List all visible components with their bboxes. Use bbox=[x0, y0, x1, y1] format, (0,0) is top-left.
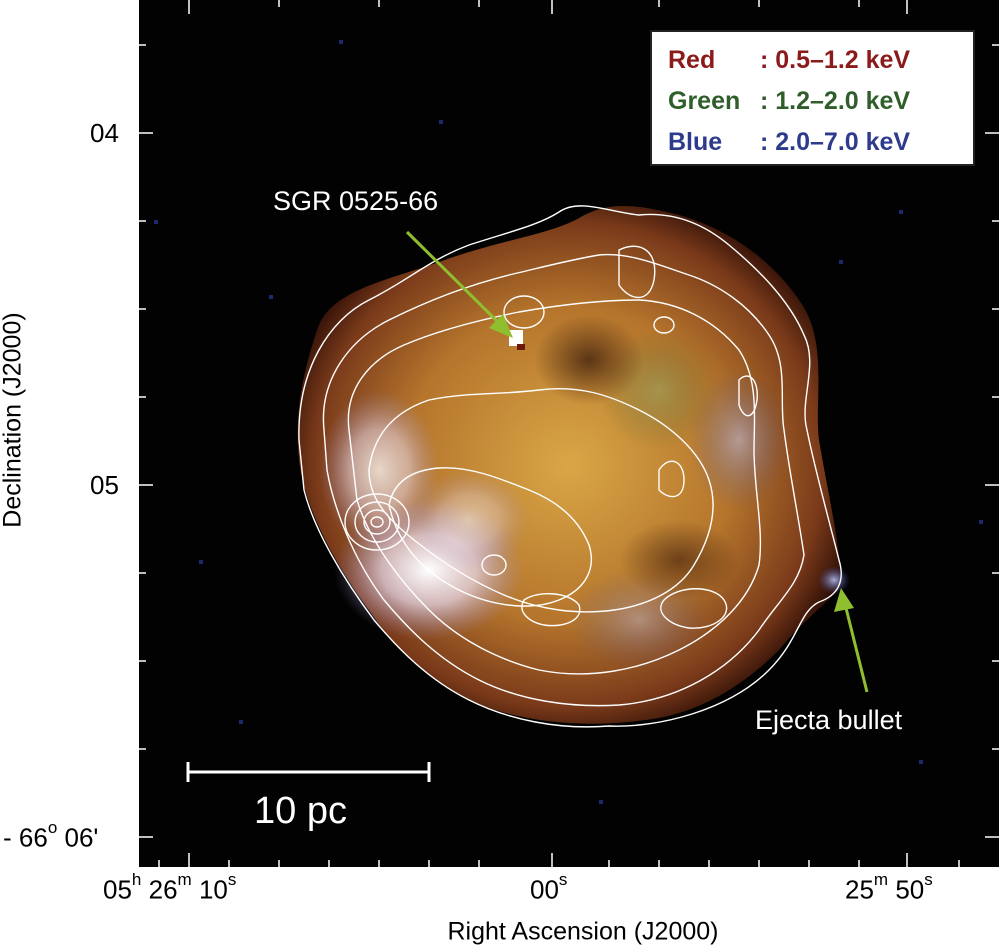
sgr-label: SGR 0525-66 bbox=[273, 186, 439, 216]
remnant-image bbox=[139, 0, 999, 867]
scale-bar bbox=[186, 762, 431, 782]
dark-region-se bbox=[619, 520, 739, 600]
legend-blue: Blue : 2.0–7.0 keV bbox=[668, 128, 910, 157]
sgr-point-source bbox=[509, 330, 523, 346]
xtick-00s: 00s bbox=[530, 870, 568, 905]
ytick-66-06-prefix: - 66 bbox=[3, 822, 48, 853]
ejecta-bullet-blob bbox=[818, 566, 850, 594]
ytick-66-06-value: 06' bbox=[64, 822, 99, 853]
bright-knot-center bbox=[409, 470, 529, 570]
sgr-arrow bbox=[405, 230, 513, 338]
contour-lines bbox=[298, 205, 842, 728]
bullet-arrow bbox=[834, 588, 869, 693]
degree-mark: o bbox=[47, 818, 58, 837]
xtick-05h26m10s: 05h 26m 10s bbox=[103, 870, 237, 905]
legend-blue-range: : 2.0–7.0 keV bbox=[760, 128, 911, 156]
ytick-66-06: - 66o 06' bbox=[3, 818, 99, 854]
legend-blue-name: Blue bbox=[668, 128, 723, 156]
legend-red-name: Red bbox=[668, 46, 716, 74]
legend-green: Green : 1.2–2.0 keV bbox=[668, 87, 910, 116]
legend-red: Red : 0.5–1.2 keV bbox=[668, 46, 910, 75]
frame-ticks bbox=[139, 0, 999, 867]
xtick-25m50s: 25m 50s bbox=[845, 870, 933, 905]
ytick-05: 05 bbox=[90, 470, 119, 500]
legend-green-range: : 1.2–2.0 keV bbox=[760, 87, 911, 115]
ytick-04: 04 bbox=[90, 118, 119, 148]
legend-red-range: : 0.5–1.2 keV bbox=[760, 46, 911, 74]
x-axis-title: Right Ascension (J2000) bbox=[447, 917, 719, 946]
scale-bar-label: 10 pc bbox=[254, 790, 347, 832]
dark-region bbox=[534, 315, 644, 405]
energy-legend: Red : 0.5–1.2 keV Green : 1.2–2.0 keV Blue… bbox=[650, 30, 975, 166]
legend-green-name: Green bbox=[668, 87, 741, 115]
y-axis-title: Declination (J2000) bbox=[0, 312, 27, 528]
ejecta-bullet-label: Ejecta bullet bbox=[755, 705, 903, 735]
